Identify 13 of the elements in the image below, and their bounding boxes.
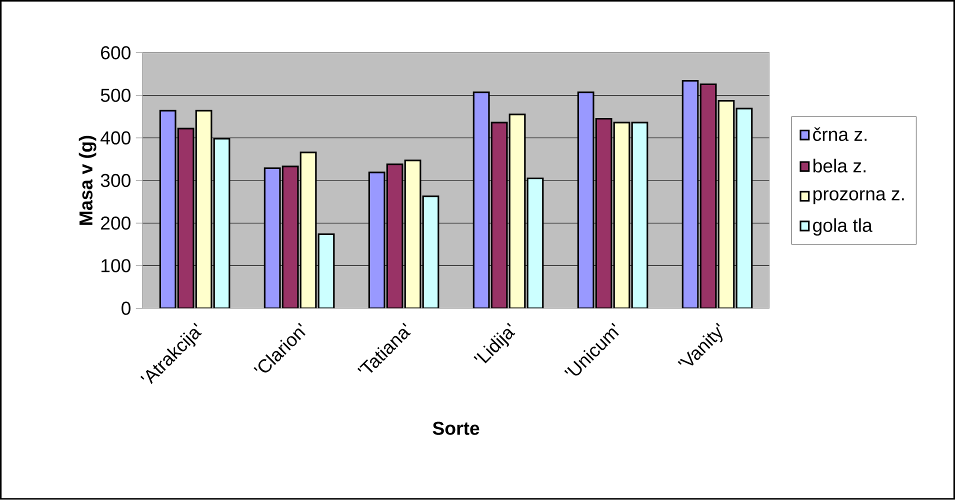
y-tick-label: 0 bbox=[122, 302, 130, 315]
x-axis-title: Sorte bbox=[432, 422, 480, 436]
y-tick-label: 600 bbox=[101, 46, 130, 60]
y-tick-label: 200 bbox=[101, 216, 130, 230]
y-tick-label: 300 bbox=[100, 174, 130, 188]
y-axis-title: Masa v (g) bbox=[78, 136, 96, 225]
legend-label: bela z. bbox=[814, 158, 866, 173]
y-tick-label: 100 bbox=[102, 259, 130, 272]
y-tick-label: 500 bbox=[100, 88, 130, 102]
legend-label: črna z. bbox=[813, 127, 867, 142]
y-tick-label: 400 bbox=[100, 131, 130, 145]
legend-label: gola tla bbox=[813, 218, 872, 236]
legend-label: prozorna z. bbox=[814, 190, 904, 204]
